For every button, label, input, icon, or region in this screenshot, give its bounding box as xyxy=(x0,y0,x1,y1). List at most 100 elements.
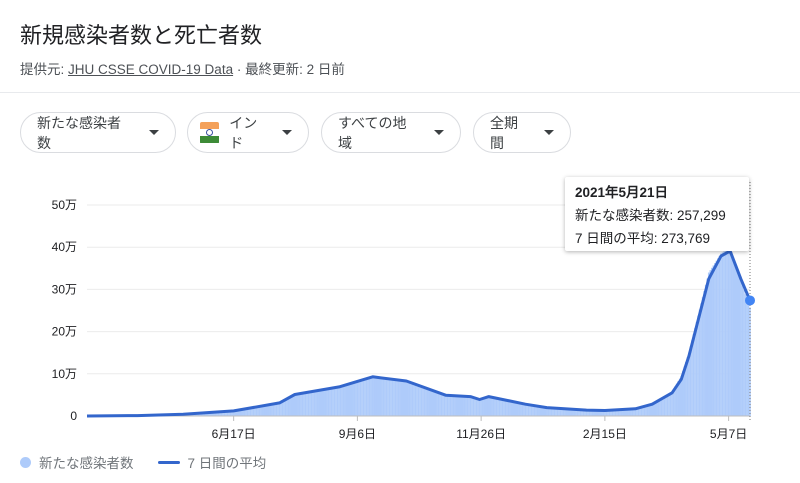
daily-case-bar xyxy=(588,410,591,416)
daily-case-bar xyxy=(462,396,464,416)
daily-case-bar xyxy=(672,388,675,416)
daily-case-bar xyxy=(306,392,308,416)
period-dropdown[interactable]: 全期間 xyxy=(473,112,571,153)
daily-case-bar xyxy=(654,401,657,416)
daily-case-bar xyxy=(439,394,441,416)
daily-case-bar xyxy=(483,398,485,416)
region-dropdown[interactable]: すべての地域 xyxy=(321,112,461,153)
daily-case-bar xyxy=(429,390,432,416)
caret-down-icon xyxy=(282,130,292,135)
daily-case-bar xyxy=(352,382,354,416)
daily-case-bar xyxy=(377,377,380,416)
daily-case-bar xyxy=(312,391,314,416)
caret-down-icon xyxy=(544,130,554,135)
daily-case-bar xyxy=(413,384,415,416)
y-tick-label: 20万 xyxy=(52,325,77,339)
daily-case-bar xyxy=(659,398,661,416)
daily-case-bar xyxy=(651,403,654,416)
daily-case-bar xyxy=(264,405,267,416)
daily-case-bar xyxy=(562,409,565,416)
daily-case-bar xyxy=(242,409,244,416)
daily-case-bar xyxy=(391,379,394,416)
daily-case-bar xyxy=(471,397,473,416)
cases-chart[interactable]: 0 10万 20万 30万 40万 50万 6月17日 9月6日 11月26日 2月15日 5月7日 xyxy=(0,170,800,450)
daily-case-bar xyxy=(301,393,304,416)
daily-case-bar xyxy=(220,411,223,416)
daily-case-bar xyxy=(481,398,484,416)
daily-case-bar xyxy=(605,410,608,416)
daily-case-bar xyxy=(472,397,475,416)
y-tick-label: 50万 xyxy=(52,198,77,212)
daily-case-bar xyxy=(692,334,695,416)
daily-case-bar xyxy=(332,387,334,416)
daily-case-bar xyxy=(678,378,681,416)
source-link[interactable]: JHU CSSE COVID-19 Data xyxy=(68,62,234,77)
daily-case-bar xyxy=(711,267,713,416)
daily-case-bar xyxy=(407,382,409,416)
tooltip-date: 2021年5月21日 xyxy=(575,185,669,200)
daily-case-bar xyxy=(393,379,395,416)
daily-case-bar xyxy=(643,405,646,416)
daily-case-bar xyxy=(460,396,463,416)
daily-case-bar xyxy=(396,380,398,416)
daily-case-bar xyxy=(720,253,722,416)
seven-day-average-line xyxy=(86,249,752,418)
daily-case-bar xyxy=(484,397,487,416)
daily-case-bar xyxy=(283,400,285,416)
daily-case-bar xyxy=(353,381,356,416)
metric-dropdown[interactable]: 新たな感染者数 xyxy=(20,112,176,153)
daily-case-bar xyxy=(524,404,527,416)
daily-case-bar xyxy=(698,309,701,416)
daily-case-bar xyxy=(533,406,536,416)
daily-case-bar xyxy=(245,408,247,416)
legend: 新たな感染者数 7 日間の平均 xyxy=(20,452,266,472)
daily-case-bar xyxy=(261,405,264,416)
daily-case-bar xyxy=(740,280,742,416)
daily-case-bar xyxy=(274,403,276,416)
daily-case-bar xyxy=(495,398,498,416)
daily-case-bar xyxy=(428,390,430,416)
country-dropdown[interactable]: インド xyxy=(187,112,309,153)
daily-case-bar xyxy=(491,397,493,416)
daily-case-bar xyxy=(463,396,466,416)
daily-case-bar xyxy=(714,263,716,416)
daily-case-bar xyxy=(512,402,515,416)
daily-case-bar xyxy=(348,383,351,416)
daily-case-bar xyxy=(361,379,363,416)
y-tick-label: 10万 xyxy=(52,367,77,381)
daily-case-bar xyxy=(746,298,748,416)
daily-case-bar xyxy=(216,412,218,416)
daily-case-bar xyxy=(700,303,702,416)
daily-case-bar xyxy=(208,412,211,416)
daily-case-bar xyxy=(225,411,227,416)
daily-case-bar xyxy=(503,400,505,416)
daily-case-bar xyxy=(434,392,437,416)
daily-case-bar xyxy=(416,385,418,416)
region-label: すべての地域 xyxy=(338,114,407,151)
x-tick-label: 6月17日 xyxy=(212,427,256,441)
daily-case-bar xyxy=(330,387,333,416)
daily-case-bar xyxy=(240,409,243,416)
daily-case-bar xyxy=(309,391,311,416)
daily-case-bar xyxy=(529,405,531,416)
daily-case-bar xyxy=(327,388,330,416)
daily-case-bar xyxy=(316,390,319,416)
daily-case-bar xyxy=(209,412,212,416)
daily-case-bar xyxy=(258,406,261,416)
daily-case-bar xyxy=(293,394,296,416)
daily-case-bar xyxy=(631,408,634,416)
daily-case-bar xyxy=(646,404,649,416)
daily-case-bar xyxy=(634,408,637,416)
daily-case-bar xyxy=(206,412,209,416)
daily-case-bar xyxy=(521,403,524,416)
daily-case-bar xyxy=(599,410,602,416)
daily-case-bar xyxy=(550,408,553,416)
daily-case-bar xyxy=(622,409,625,416)
daily-case-bar xyxy=(507,401,510,416)
daily-case-bar xyxy=(662,396,664,416)
daily-case-bar xyxy=(298,394,301,416)
daily-case-bar xyxy=(645,405,647,416)
daily-case-bar xyxy=(455,396,458,416)
daily-case-bar xyxy=(333,387,336,416)
daily-case-bar xyxy=(304,392,307,416)
